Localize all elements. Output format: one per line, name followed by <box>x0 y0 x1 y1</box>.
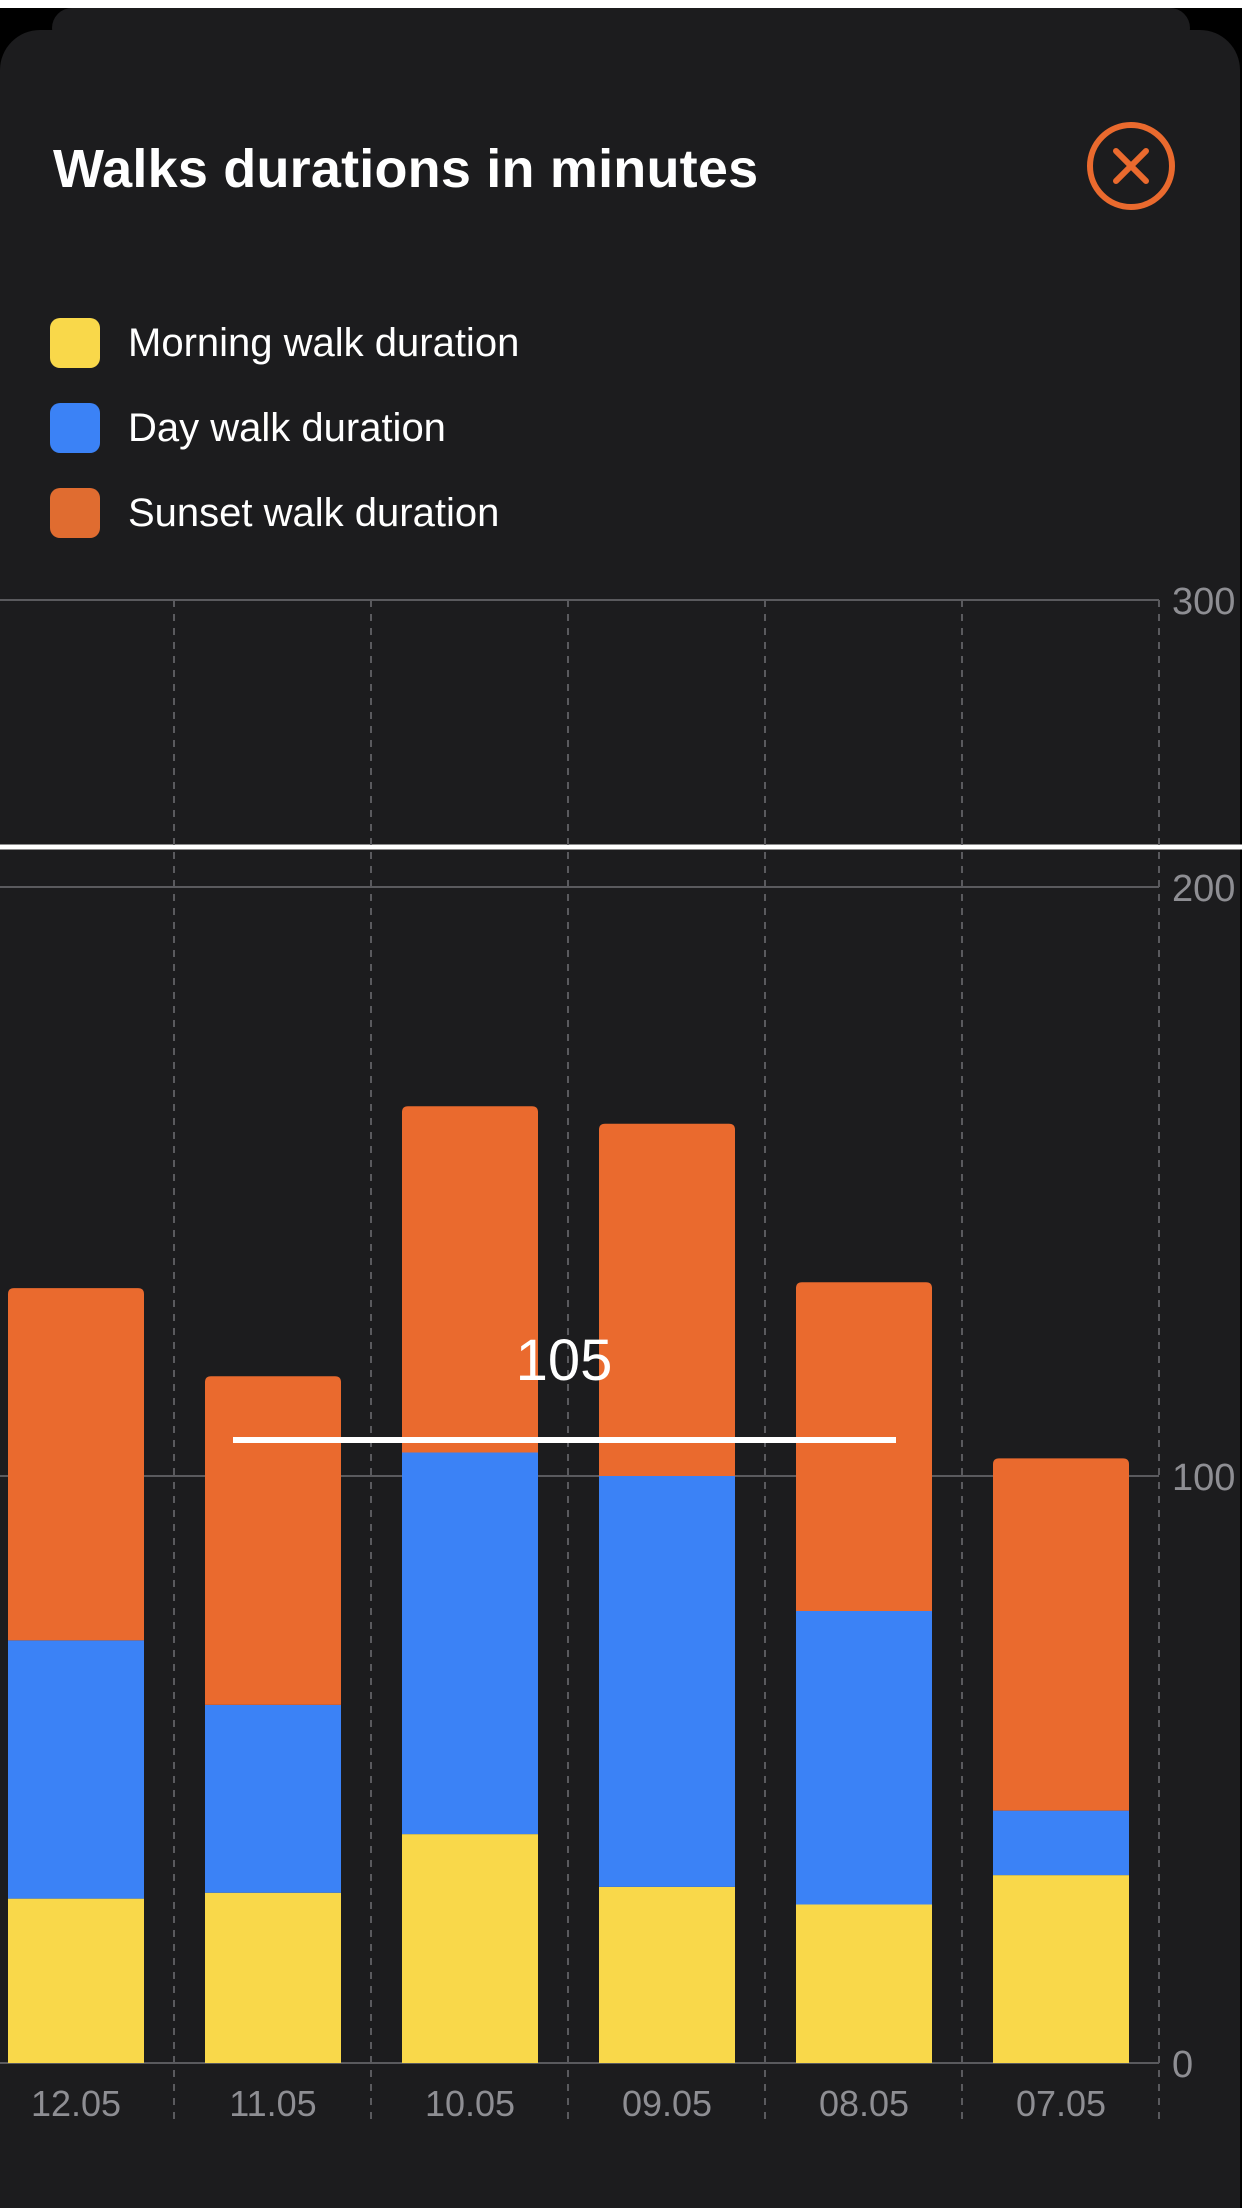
legend-label-day: Day walk duration <box>128 405 446 450</box>
bar-segment <box>402 1452 538 1835</box>
bar-segment <box>402 1106 538 1453</box>
bar-segment <box>205 1376 341 1705</box>
legend: Morning walk duration Day walk duration … <box>50 318 519 573</box>
y-tick-label: 100 <box>1172 1457 1235 1499</box>
average-label: 105 <box>516 1328 613 1393</box>
page-title: Walks durations in minutes <box>53 139 759 199</box>
x-tick-label: 08.05 <box>819 2083 909 2124</box>
y-tick-label: 200 <box>1172 868 1235 910</box>
bar-segment <box>993 1458 1129 1811</box>
bar-segment <box>205 1892 341 2063</box>
legend-item-morning: Morning walk duration <box>50 318 519 368</box>
bar-segment <box>402 1834 538 2063</box>
x-tick-label: 12.05 <box>31 2083 121 2124</box>
top-strip <box>0 0 1242 8</box>
legend-item-sunset: Sunset walk duration <box>50 488 519 538</box>
y-tick-label: 0 <box>1172 2044 1193 2086</box>
bar-segment <box>599 1123 735 1476</box>
legend-label-morning: Morning walk duration <box>128 320 520 365</box>
x-tick-label: 11.05 <box>229 2083 316 2124</box>
x-tick-label: 09.05 <box>622 2083 712 2124</box>
bar-segment <box>8 1898 144 2063</box>
legend-swatch-sunset <box>50 488 100 538</box>
bar-segment <box>205 1704 341 1893</box>
legend-swatch-morning <box>50 318 100 368</box>
legend-label-sunset: Sunset walk duration <box>128 490 500 535</box>
x-tick-label: 10.05 <box>425 2083 515 2124</box>
bar-segment <box>796 1611 932 1905</box>
bar-segment <box>993 1810 1129 1876</box>
x-tick-label: 07.05 <box>1016 2083 1106 2124</box>
bar-segment <box>8 1288 144 1641</box>
bar-segment <box>8 1640 144 1899</box>
legend-swatch-day <box>50 403 100 453</box>
bar-segment <box>796 1282 932 1612</box>
close-button[interactable] <box>1086 121 1176 211</box>
y-tick-label: 300 <box>1172 581 1235 623</box>
close-circle-icon <box>1087 122 1175 210</box>
bar-segment <box>993 1875 1129 2063</box>
bar-segment <box>599 1886 735 2063</box>
bar-segment <box>599 1476 735 1887</box>
bar-segment <box>796 1904 932 2063</box>
legend-item-day: Day walk duration <box>50 403 519 453</box>
